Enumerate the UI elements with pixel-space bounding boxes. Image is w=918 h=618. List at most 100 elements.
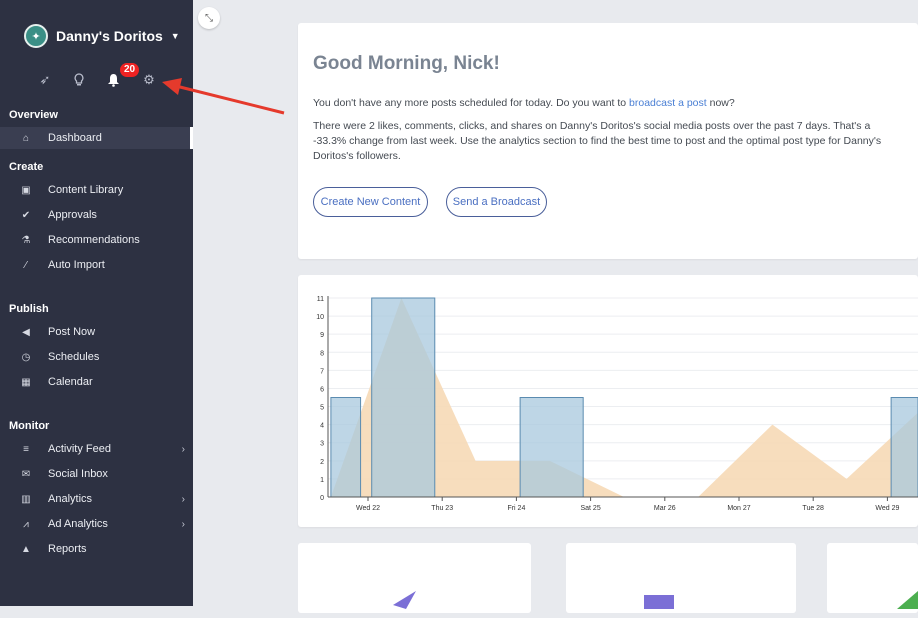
sidebar-item-calendar[interactable]: ▦ Calendar	[0, 371, 193, 393]
y-tick-label: 5	[320, 405, 324, 412]
clock-icon: ◷	[21, 351, 31, 363]
sidebar-item-approvals[interactable]: ✔ Approvals	[0, 204, 193, 226]
section-publish: Publish	[9, 303, 49, 315]
y-tick-label: 3	[320, 441, 324, 448]
sidebar-item-recommendations[interactable]: ⚗ Recommendations	[0, 229, 193, 251]
sidebar-item-label: Dashboard	[48, 132, 102, 144]
expand-icon[interactable]: ⤡	[198, 7, 220, 29]
stat-card-posts	[298, 543, 531, 613]
paper-plane-icon	[393, 591, 416, 609]
sidebar-item-label: Reports	[48, 543, 87, 555]
sidebar-toolbar: ➶ ⚙	[36, 71, 166, 89]
engagement-summary: There were 2 likes, comments, clicks, an…	[313, 120, 882, 162]
sidebar-item-schedules[interactable]: ◷ Schedules	[0, 346, 193, 368]
x-tick-label: Wed 29	[875, 505, 899, 512]
brand-name: Danny's Doritos	[56, 28, 163, 44]
bar	[330, 397, 362, 498]
message-text: now?	[706, 97, 735, 109]
sidebar-item-label: Ad Analytics	[48, 518, 108, 530]
x-tick-label: Mon 27	[727, 505, 750, 512]
growth-icon	[897, 591, 918, 609]
sidebar-item-label: Analytics	[48, 493, 93, 505]
inbox-icon: ✉	[21, 468, 31, 480]
section-overview: Overview	[9, 109, 58, 121]
broadcast-link[interactable]: broadcast a post	[629, 97, 707, 109]
x-tick-label: Mar 26	[654, 505, 676, 512]
greeting-title: Good Morning, Nick!	[313, 53, 500, 74]
stat-card-growth	[827, 543, 918, 613]
chevron-right-icon: ›	[181, 443, 185, 455]
notification-badge: 20	[120, 63, 140, 77]
create-new-content-button[interactable]: Create New Content	[313, 187, 428, 217]
calendar-icon: ▦	[21, 376, 31, 388]
y-tick-label: 6	[320, 386, 324, 393]
send-broadcast-button[interactable]: Send a Broadcast	[446, 187, 547, 217]
sidebar-item-ad-analytics[interactable]: ⩘ Ad Analytics ›	[0, 513, 193, 535]
y-tick-label: 10	[316, 314, 324, 321]
sidebar-item-label: Content Library	[48, 184, 124, 196]
sidebar-item-label: Auto Import	[48, 259, 105, 271]
sidebar-item-reports[interactable]: ▲ Reports	[0, 538, 193, 560]
calendar-stat-icon	[644, 595, 674, 609]
check-circle-icon: ✔	[21, 209, 31, 221]
x-tick-label: Sat 25	[580, 505, 600, 512]
welcome-card: Good Morning, Nick! You don't have any m…	[298, 23, 918, 259]
bar	[371, 297, 436, 498]
chevron-right-icon: ›	[181, 493, 185, 505]
sidebar-item-activity-feed[interactable]: ≡ Activity Feed ›	[0, 438, 193, 460]
sidebar-item-label: Schedules	[48, 351, 100, 363]
chevron-right-icon: ›	[181, 518, 185, 530]
x-tick-label: Wed 22	[356, 505, 380, 512]
y-tick-label: 4	[320, 423, 324, 430]
y-tick-label: 7	[320, 368, 324, 375]
y-tick-label: 0	[320, 495, 324, 502]
sidebar: ✦ Danny's Doritos ▼ ➶ ⚙ 20 Overview ⌂ Da…	[0, 0, 193, 606]
bell-icon[interactable]	[104, 71, 122, 89]
brand-switcher[interactable]: ✦ Danny's Doritos ▼	[24, 24, 180, 48]
x-tick-label: Fri 24	[507, 505, 525, 512]
section-create: Create	[9, 161, 44, 173]
rocket-icon[interactable]: ➶	[39, 72, 51, 87]
x-tick-label: Tue 28	[802, 505, 824, 512]
y-tick-label: 2	[320, 459, 324, 466]
caret-down-icon: ▼	[170, 31, 180, 41]
bar	[890, 397, 918, 498]
sidebar-item-label: Social Inbox	[48, 468, 108, 480]
flask-icon: ⚗	[21, 234, 31, 246]
scheduled-posts-message: You don't have any more posts scheduled …	[313, 96, 903, 111]
sidebar-item-label: Calendar	[48, 376, 93, 388]
brand-logo-icon: ✦	[24, 24, 48, 48]
engagement-chart: 0 1 2 3 4 5 6 7 8 9 10 11 Wed 22 Thu 23 Fri 24 Sat 25 Ma…	[316, 296, 918, 512]
area-chart-icon: ▲	[21, 543, 31, 555]
stat-card-scheduled	[566, 543, 796, 613]
sidebar-item-content-library[interactable]: ▣ Content Library	[0, 179, 193, 201]
y-tick-label: 9	[320, 332, 324, 339]
sidebar-item-label: Activity Feed	[48, 443, 111, 455]
bar-chart-icon: ▥	[21, 493, 31, 505]
message-text: You don't have any more posts scheduled …	[313, 97, 630, 109]
y-tick-label: 8	[320, 350, 324, 357]
sidebar-item-dashboard[interactable]: ⌂ Dashboard	[0, 127, 193, 149]
image-icon: ▣	[21, 184, 31, 196]
list-icon: ≡	[23, 443, 29, 455]
line-chart-icon: ⩘	[23, 518, 29, 530]
red-arrow-annotation	[162, 78, 285, 115]
sidebar-item-post-now[interactable]: ◀ Post Now	[0, 321, 193, 343]
engagement-chart-card: 0 1 2 3 4 5 6 7 8 9 10 11 Wed 22 Thu 23 Fri 24 Sat 25 Ma…	[298, 275, 918, 527]
x-tick-label: Thu 23	[431, 505, 453, 512]
magic-wand-icon: ⁄	[25, 259, 27, 271]
megaphone-icon: ◀	[22, 326, 30, 338]
sidebar-item-label: Recommendations	[48, 234, 140, 246]
y-tick-label: 11	[317, 296, 324, 303]
home-icon: ⌂	[22, 132, 30, 144]
sidebar-item-label: Post Now	[48, 326, 96, 338]
sidebar-item-analytics[interactable]: ▥ Analytics ›	[0, 488, 193, 510]
bar	[519, 397, 584, 498]
sidebar-item-auto-import[interactable]: ⁄ Auto Import	[0, 254, 193, 276]
area-series	[330, 298, 918, 497]
lightbulb-icon[interactable]	[70, 71, 88, 89]
sidebar-item-label: Approvals	[48, 209, 97, 221]
sidebar-item-social-inbox[interactable]: ✉ Social Inbox	[0, 463, 193, 485]
y-tick-label: 1	[320, 477, 324, 484]
gear-icon[interactable]: ⚙	[143, 72, 155, 87]
